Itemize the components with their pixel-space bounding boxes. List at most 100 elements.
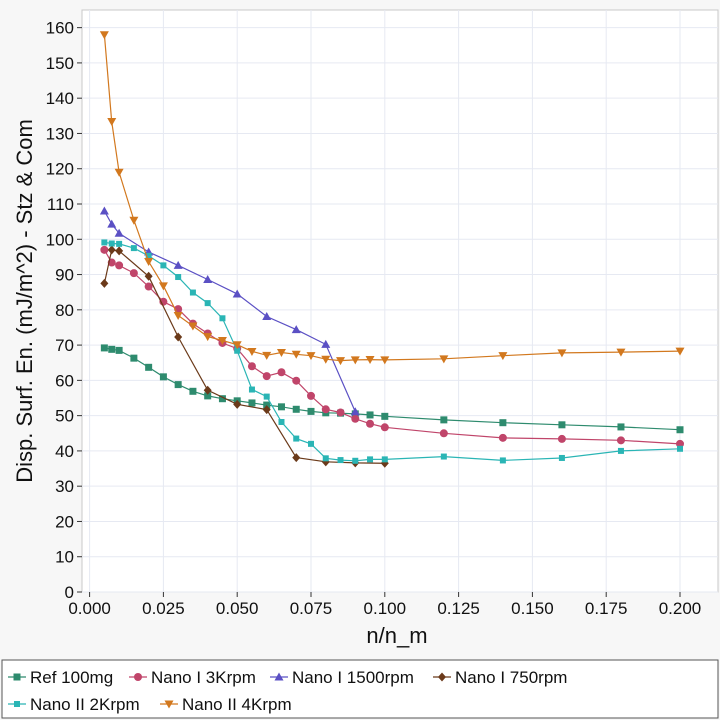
data-point <box>306 352 316 361</box>
legend-item: Nano II 2Krpm <box>8 695 140 714</box>
data-point <box>499 457 506 464</box>
plot-area <box>81 9 719 593</box>
y-tick-label: 40 <box>55 442 74 461</box>
data-point <box>116 240 123 247</box>
data-point <box>352 457 359 464</box>
data-point <box>350 356 360 365</box>
x-tick-label: 0.150 <box>511 599 554 618</box>
data-point <box>616 436 625 445</box>
data-point <box>440 416 448 424</box>
data-point <box>115 261 124 270</box>
y-tick-label: 10 <box>55 548 74 567</box>
series-line <box>103 34 681 362</box>
data-point <box>248 386 255 393</box>
x-axis-title: n/n_m <box>366 623 427 648</box>
data-point <box>99 31 109 40</box>
data-point <box>203 385 212 395</box>
data-point <box>293 435 300 442</box>
y-axis-ticks: 0 10 20 30 40 50 60 70 80 90 100 110 120 130 140 150 160 <box>46 19 82 602</box>
data-point <box>321 339 331 348</box>
data-point <box>350 407 360 416</box>
data-point <box>558 421 566 429</box>
data-point <box>145 363 153 371</box>
data-point <box>292 453 301 463</box>
data-point <box>498 352 508 361</box>
data-point <box>276 348 286 357</box>
data-point <box>439 355 449 364</box>
data-point <box>107 245 116 255</box>
data-point <box>367 456 374 463</box>
y-tick-label: 160 <box>46 19 74 38</box>
data-point <box>158 282 168 291</box>
data-point <box>144 257 154 266</box>
data-point <box>130 354 138 362</box>
data-point <box>263 393 270 400</box>
y-tick-label: 50 <box>55 407 74 426</box>
legend-box <box>1 659 719 719</box>
data-point <box>189 387 197 395</box>
data-point <box>189 289 196 296</box>
data-point <box>278 418 285 425</box>
legend-swatch-marker <box>164 700 174 709</box>
data-point <box>247 347 257 356</box>
data-point <box>292 376 301 385</box>
data-point <box>262 405 271 415</box>
data-point <box>217 337 227 346</box>
legend-label: Nano II 2Krpm <box>30 695 140 714</box>
data-point <box>203 274 213 283</box>
x-tick-label: 0.075 <box>290 599 333 618</box>
legend-label: Nano I 1500rpm <box>292 668 414 687</box>
data-point <box>129 216 139 225</box>
series-0 <box>100 344 684 434</box>
data-point <box>114 228 124 237</box>
x-axis-ticks: 0.000 0.025 0.050 0.075 0.100 0.125 0.150 0.175… <box>68 592 701 618</box>
data-point <box>439 429 448 438</box>
data-point <box>108 345 116 353</box>
x-tick-label: 0.125 <box>437 599 480 618</box>
data-point <box>380 423 389 432</box>
data-point <box>277 368 286 377</box>
y-tick-label: 30 <box>55 477 74 496</box>
data-point <box>440 453 447 460</box>
data-point <box>115 346 123 354</box>
data-point <box>617 447 624 454</box>
data-point <box>557 434 566 443</box>
data-point <box>100 344 108 352</box>
data-point <box>262 312 272 321</box>
data-point <box>675 347 685 356</box>
y-tick-label: 100 <box>46 230 74 249</box>
y-tick-label: 130 <box>46 124 74 143</box>
data-point <box>262 372 271 381</box>
data-point <box>129 269 138 278</box>
data-point <box>380 356 390 365</box>
series-4 <box>101 239 683 464</box>
data-point <box>233 399 242 409</box>
data-point <box>159 373 167 381</box>
data-point <box>676 426 684 434</box>
data-point <box>173 260 183 269</box>
legend-label: Nano I 750rpm <box>455 668 567 687</box>
legend-item: Ref 100mg <box>8 668 113 687</box>
data-point <box>616 348 626 357</box>
y-tick-label: 70 <box>55 336 74 355</box>
data-point <box>307 407 315 415</box>
data-point <box>101 239 108 246</box>
series-layer <box>99 31 685 468</box>
data-point <box>160 262 167 269</box>
data-point <box>366 419 375 428</box>
y-tick-label: 140 <box>46 89 74 108</box>
data-point <box>336 408 345 417</box>
data-point <box>322 455 329 462</box>
data-point <box>499 419 507 427</box>
data-point <box>291 350 301 359</box>
data-point <box>114 168 124 177</box>
data-point <box>321 355 331 364</box>
data-point <box>291 325 301 334</box>
data-point <box>365 356 375 365</box>
data-point <box>204 300 211 307</box>
data-point <box>107 219 117 228</box>
legend-swatch-marker <box>14 701 20 707</box>
data-point <box>204 392 212 400</box>
x-tick-label: 0.025 <box>142 599 185 618</box>
